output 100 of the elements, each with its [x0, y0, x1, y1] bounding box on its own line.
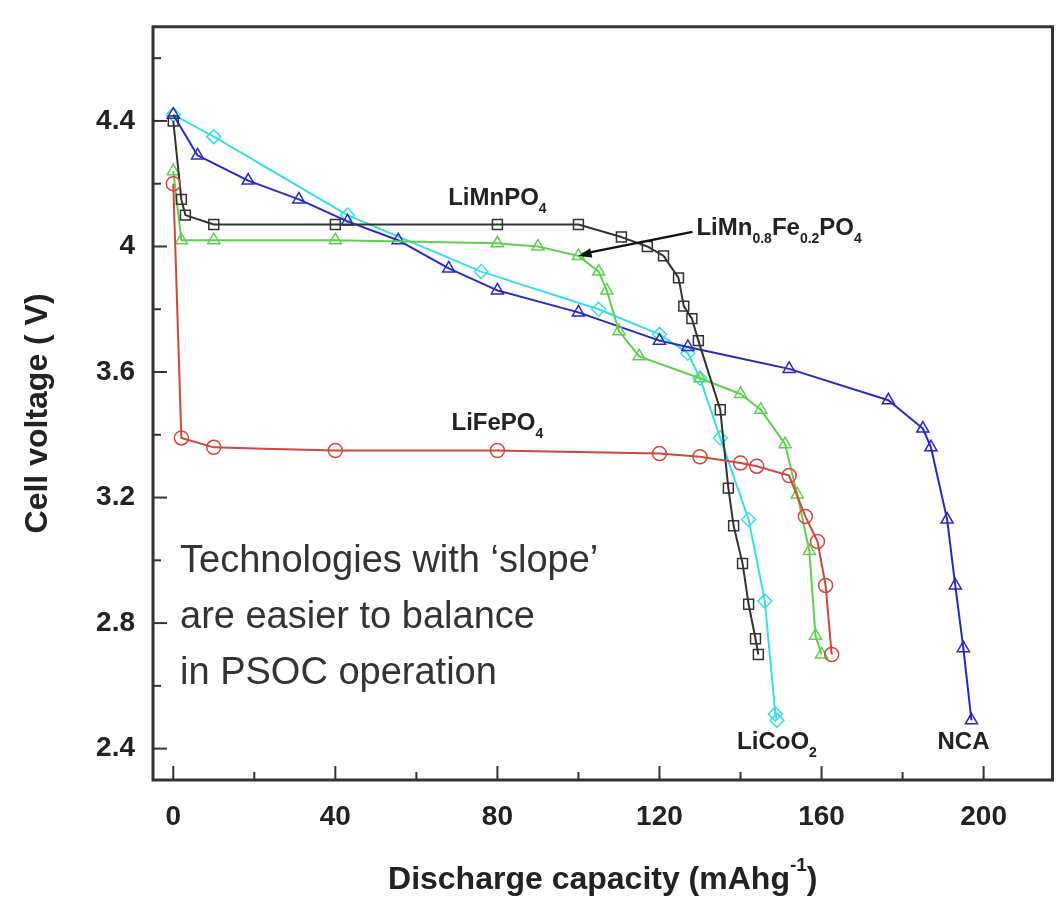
point [916, 420, 930, 433]
point [781, 467, 797, 484]
point [165, 106, 182, 123]
point [175, 193, 188, 206]
x-tick-label: 120 [636, 799, 683, 831]
point [692, 334, 705, 347]
point [940, 511, 954, 524]
point [208, 218, 220, 231]
point [693, 370, 707, 383]
point [686, 312, 698, 325]
y-tick-label: 3.6 [96, 354, 135, 386]
y-tick-label: 2.8 [96, 605, 135, 637]
x-tick-label: 0 [165, 799, 182, 831]
point [722, 482, 735, 494]
point [206, 232, 221, 245]
point [727, 520, 740, 532]
point [748, 458, 765, 474]
y-tick-label: 4 [119, 229, 136, 261]
point [757, 593, 773, 609]
point [340, 213, 355, 226]
point [206, 439, 222, 456]
point [165, 175, 182, 192]
point [632, 348, 647, 361]
point [591, 263, 606, 276]
point [740, 511, 757, 528]
point [531, 238, 545, 251]
point [753, 401, 768, 414]
point [767, 706, 784, 722]
series-label: NCA [937, 727, 990, 754]
point [571, 248, 586, 261]
point [678, 300, 690, 312]
point [956, 640, 971, 653]
point [292, 191, 306, 204]
point [190, 147, 205, 160]
point [166, 106, 181, 119]
point [612, 323, 626, 336]
point [179, 209, 192, 221]
point [167, 115, 179, 127]
point [672, 272, 685, 284]
point [491, 218, 504, 231]
point [652, 332, 667, 345]
y-tick-label: 3.2 [96, 480, 135, 512]
annotation: Technologies with ‘slope’ [180, 538, 599, 581]
point [881, 392, 896, 405]
point [692, 449, 708, 465]
point [809, 533, 826, 550]
y-tick-label: 2.4 [96, 731, 136, 763]
point [749, 633, 762, 645]
point [441, 260, 456, 273]
point [732, 455, 749, 471]
point [948, 577, 963, 590]
point [490, 282, 505, 295]
point [924, 439, 938, 452]
point [489, 442, 506, 459]
point [823, 646, 840, 663]
y-axis-title: Cell voltage ( V) [17, 293, 54, 534]
point [206, 128, 222, 145]
point [651, 326, 668, 343]
annotation: in PSOC operation [180, 650, 497, 693]
point [817, 577, 834, 594]
point [473, 263, 489, 280]
point [802, 543, 817, 556]
x-tick-label: 200 [960, 799, 1007, 831]
point [657, 250, 670, 262]
point [769, 712, 785, 729]
x-tick-label: 80 [481, 799, 513, 831]
point [651, 445, 668, 462]
point [391, 232, 405, 245]
point [590, 301, 607, 317]
x-tick-label: 40 [319, 799, 351, 831]
point [599, 282, 614, 295]
point [329, 218, 342, 231]
point [327, 442, 344, 459]
point [742, 598, 755, 610]
point [712, 430, 728, 446]
point [615, 231, 628, 243]
point [241, 172, 256, 185]
point [571, 304, 586, 317]
point [173, 430, 190, 446]
point [797, 508, 814, 525]
point [572, 218, 585, 231]
point [174, 232, 189, 245]
point [692, 370, 708, 387]
point [680, 345, 696, 361]
point [752, 648, 765, 661]
point [790, 486, 805, 499]
point [339, 207, 356, 223]
point [736, 557, 749, 570]
point [964, 712, 979, 725]
point [778, 436, 792, 449]
point [166, 163, 181, 176]
point [782, 361, 796, 374]
point [814, 646, 829, 659]
point [808, 627, 823, 640]
point [328, 232, 343, 245]
annotation: are easier to balance [180, 594, 535, 637]
point [490, 235, 505, 248]
point [733, 386, 748, 399]
y-tick-label: 4.4 [96, 103, 136, 135]
point [681, 339, 695, 352]
